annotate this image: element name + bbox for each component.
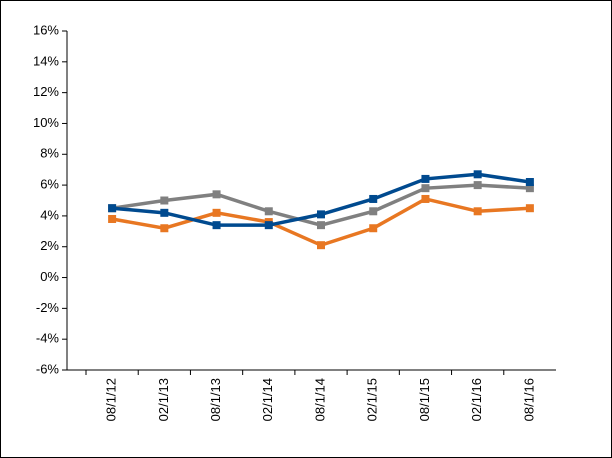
series-marker (421, 184, 430, 193)
series-marker (421, 174, 430, 183)
series-marker (525, 204, 534, 213)
series-marker (317, 241, 325, 250)
y-tick-label: 2% (40, 238, 59, 253)
y-tick-label: 12% (33, 84, 59, 99)
series-marker (212, 221, 221, 230)
series-marker (317, 210, 325, 219)
x-tick-label: 02/1/14 (260, 378, 275, 421)
x-tick-label: 02/1/13 (156, 378, 171, 421)
series-marker (369, 224, 378, 233)
series-marker (212, 190, 221, 199)
y-tick-label: 4% (40, 207, 59, 222)
series-marker (212, 208, 221, 217)
x-tick-label: 02/1/15 (365, 378, 380, 421)
series-marker (473, 207, 482, 216)
x-tick-label: 08/1/12 (104, 378, 119, 421)
x-tick-label: 02/1/16 (469, 378, 484, 421)
y-tick-label: -6% (36, 361, 60, 376)
x-tick-label: 08/1/14 (312, 378, 327, 421)
series-marker (264, 221, 273, 230)
y-tick-label: 16% (33, 22, 59, 37)
series-marker (317, 221, 325, 230)
series-marker (264, 207, 273, 216)
series-marker (160, 224, 169, 233)
x-tick-label: 08/1/16 (521, 378, 536, 421)
y-tick-label: 0% (40, 269, 59, 284)
series-marker (369, 207, 378, 216)
y-tick-label: 14% (33, 53, 59, 68)
series-marker (473, 181, 482, 190)
series-marker (421, 194, 430, 203)
x-tick-label: 08/1/15 (417, 378, 432, 421)
series-marker (525, 178, 534, 187)
series-marker (108, 214, 117, 223)
x-tick-label: 08/1/13 (208, 378, 223, 421)
y-tick-label: -2% (36, 300, 60, 315)
series-marker (108, 204, 117, 213)
series-marker (369, 194, 378, 203)
series-marker (525, 184, 534, 193)
y-tick-label: 8% (40, 146, 59, 161)
series-marker (160, 196, 169, 205)
y-tick-label: 10% (33, 115, 59, 130)
y-tick-label: -4% (36, 331, 60, 346)
y-tick-label: 6% (40, 177, 59, 192)
series-marker (160, 208, 169, 217)
series-marker (473, 170, 482, 179)
